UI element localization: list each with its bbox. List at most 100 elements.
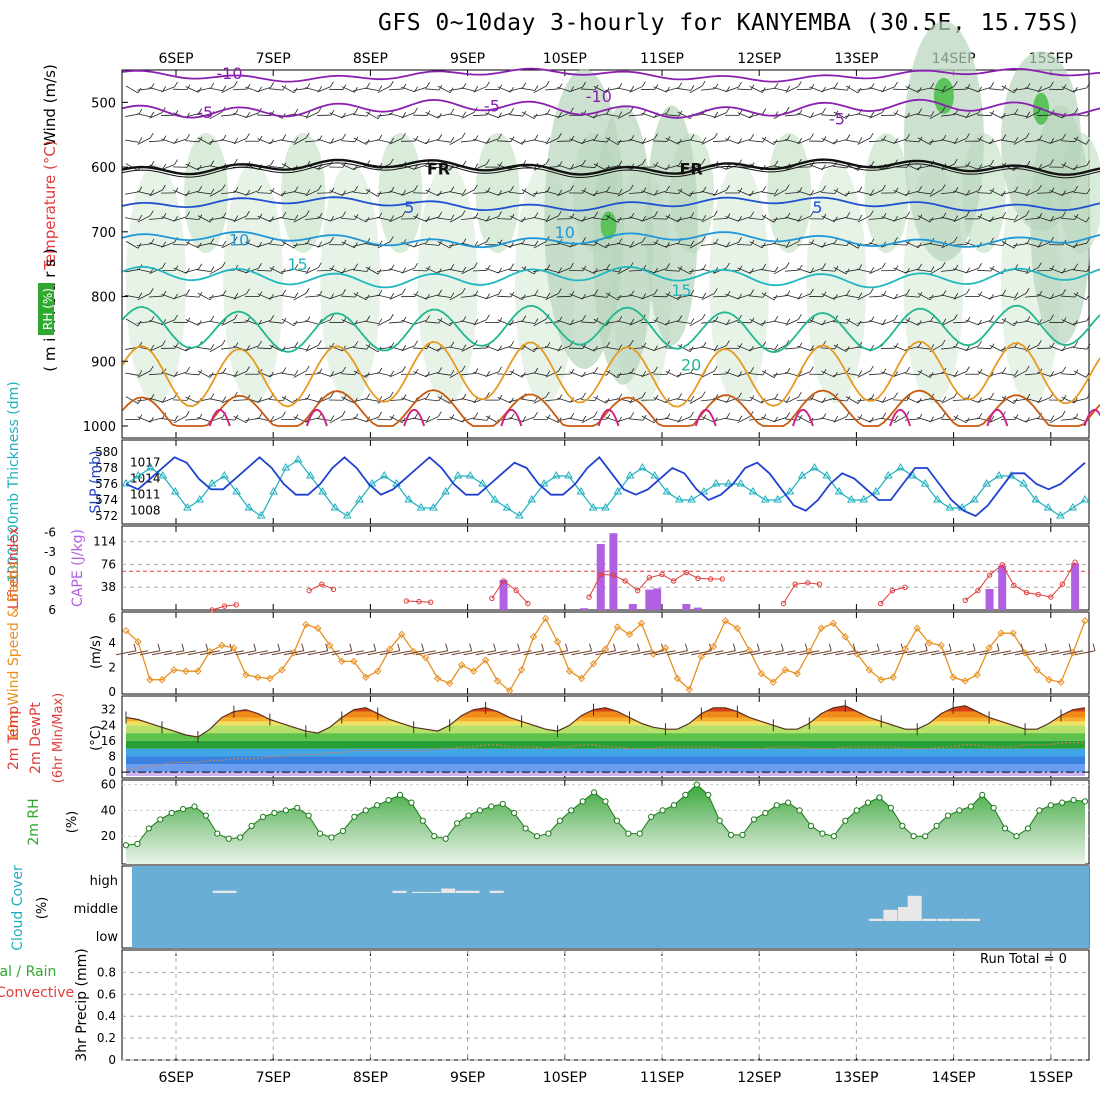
top-date-label: 6SEP xyxy=(158,51,193,67)
barb xyxy=(485,371,499,377)
rh-shade xyxy=(709,163,770,404)
barb-feather xyxy=(990,216,994,222)
temp-tick: 8 xyxy=(108,750,116,764)
barb xyxy=(461,320,475,325)
barb xyxy=(689,269,703,273)
barb-feather xyxy=(1014,414,1019,420)
barb-feather xyxy=(714,189,719,195)
barb xyxy=(737,345,751,352)
barb xyxy=(137,416,151,423)
barb-feather xyxy=(186,317,191,323)
barb xyxy=(629,86,643,93)
wind10-barb xyxy=(823,650,844,656)
barb-feather xyxy=(558,189,563,195)
barb xyxy=(233,215,247,222)
barb-feather xyxy=(1026,189,1031,195)
thickness-point xyxy=(564,471,573,479)
barb xyxy=(677,294,691,299)
barb xyxy=(953,268,967,274)
isotherm-35 xyxy=(403,408,426,427)
li-point xyxy=(319,581,325,587)
barb xyxy=(905,190,919,196)
wind10-point xyxy=(517,666,526,674)
barb xyxy=(473,138,487,144)
thickness-line xyxy=(125,459,1086,517)
barb-feather xyxy=(222,396,227,402)
barb xyxy=(557,189,571,196)
barb-feather xyxy=(377,113,382,120)
y-tick-label: 600 xyxy=(91,161,116,176)
barb-feather xyxy=(137,243,142,249)
barb-feather xyxy=(510,263,515,269)
li-tick: 0 xyxy=(48,564,56,578)
barb xyxy=(401,397,415,403)
barb xyxy=(437,139,451,143)
barb xyxy=(281,268,295,273)
barb xyxy=(161,293,175,300)
temp-tick: 24 xyxy=(101,718,116,732)
barb xyxy=(125,85,139,94)
barb-feather xyxy=(246,239,251,245)
barb xyxy=(593,295,607,298)
li-point xyxy=(683,569,689,576)
barb xyxy=(293,113,307,118)
barb xyxy=(185,163,199,171)
barb xyxy=(761,191,775,195)
barb-feather xyxy=(618,393,623,400)
barb-feather xyxy=(606,263,611,270)
barb-feather xyxy=(1086,160,1091,166)
barb-feather xyxy=(498,133,502,140)
barb xyxy=(905,396,919,404)
barb-feather xyxy=(414,368,419,375)
barb xyxy=(389,112,403,118)
barb-feather xyxy=(461,132,466,139)
barb xyxy=(257,242,271,248)
barb-feather xyxy=(1002,289,1007,296)
barb xyxy=(785,294,799,299)
barb xyxy=(233,415,247,424)
barb xyxy=(221,294,235,299)
barb xyxy=(665,215,679,223)
wind10-barb xyxy=(811,650,832,656)
barb xyxy=(941,396,955,404)
barb xyxy=(461,344,475,352)
barb xyxy=(917,346,931,350)
isotherm-FR xyxy=(122,158,1100,176)
isotherm-35 xyxy=(208,408,231,427)
bottom-date-label: 12SEP xyxy=(737,1070,781,1086)
barb xyxy=(197,346,211,350)
barb xyxy=(449,370,463,378)
barb-feather xyxy=(221,262,226,268)
barb-feather xyxy=(270,371,274,378)
barb-feather xyxy=(666,369,671,375)
rh-shade xyxy=(320,163,381,404)
barb-feather xyxy=(1074,164,1078,171)
barb-feather xyxy=(246,210,250,217)
li-point xyxy=(659,571,665,578)
barb-feather xyxy=(426,371,430,378)
thickness-point xyxy=(699,487,709,495)
barb xyxy=(605,215,619,223)
barb xyxy=(1013,243,1027,247)
barb-feather xyxy=(438,268,442,274)
wind10-barb xyxy=(751,650,772,656)
barb-feather xyxy=(1002,211,1007,218)
barb xyxy=(929,189,943,197)
thickness-point xyxy=(441,487,451,495)
barb xyxy=(353,87,367,92)
rh-point xyxy=(157,816,164,823)
wind10-barb xyxy=(787,650,808,656)
barb xyxy=(605,370,619,379)
barb xyxy=(893,267,907,274)
wind10-barb xyxy=(175,650,197,656)
barb xyxy=(281,295,295,299)
barb xyxy=(761,292,775,301)
rh-point xyxy=(362,807,369,814)
barb-feather xyxy=(198,87,202,93)
barb-feather xyxy=(510,242,514,248)
wind10-point xyxy=(242,671,250,679)
li-line xyxy=(588,571,723,598)
barb-feather xyxy=(869,132,874,139)
thickness-point xyxy=(933,495,942,503)
barb-feather xyxy=(582,265,587,271)
